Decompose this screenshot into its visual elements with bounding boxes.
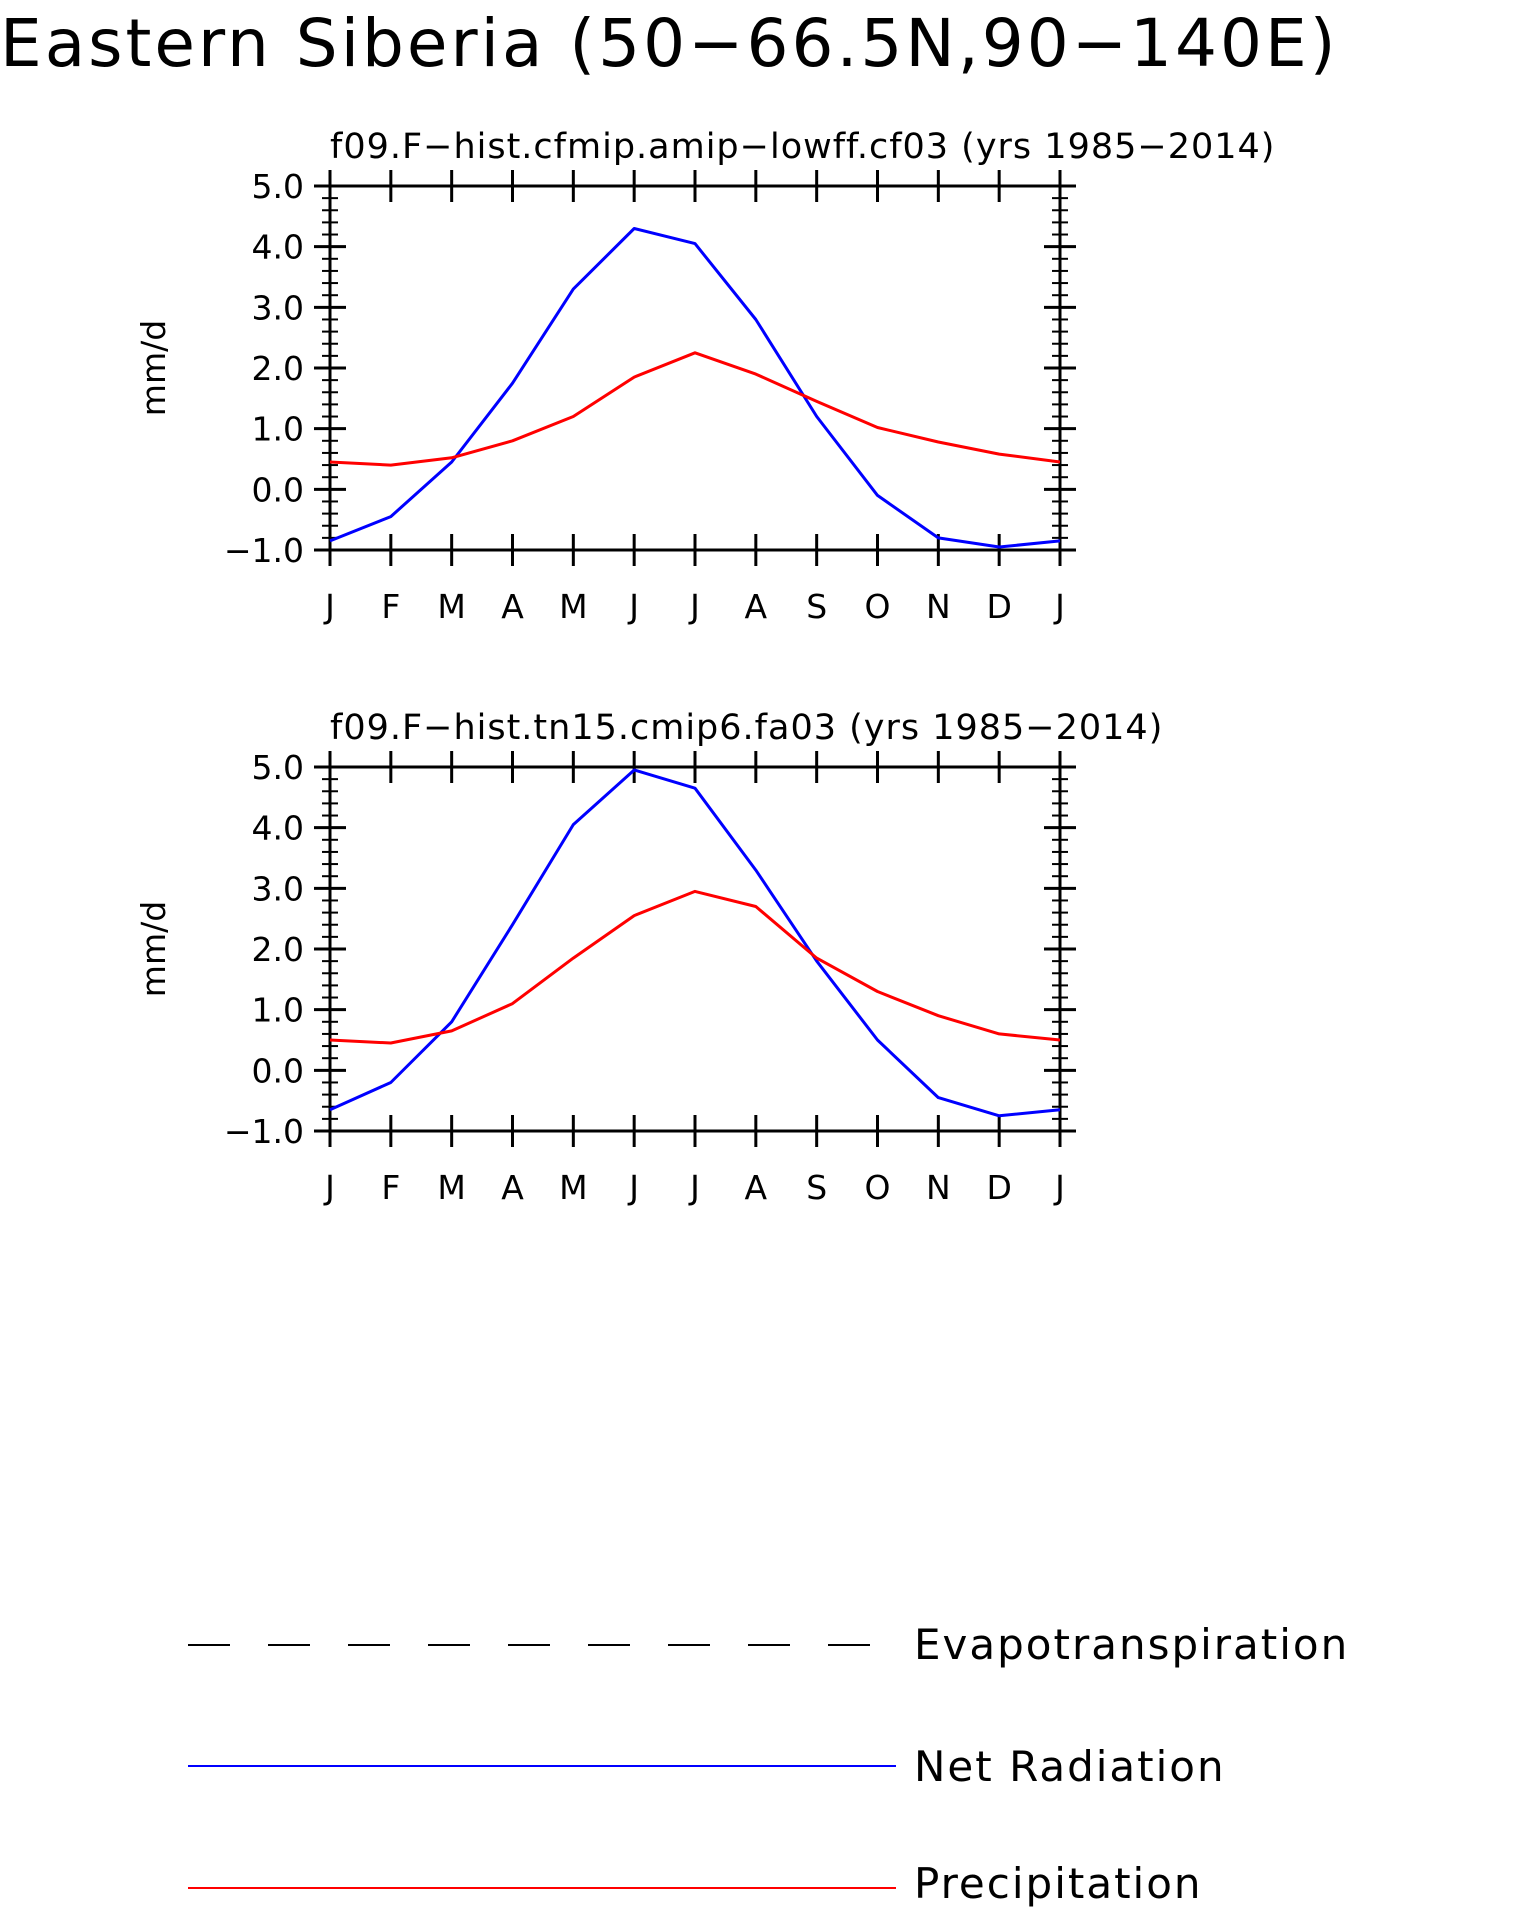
x-tick-label: S bbox=[806, 1168, 827, 1207]
y-tick-label: 1.0 bbox=[252, 991, 304, 1030]
y-tick-label: 2.0 bbox=[252, 930, 304, 969]
x-tick-label: J bbox=[1053, 1168, 1065, 1207]
x-tick-label: A bbox=[501, 1168, 524, 1207]
x-tick-label: M bbox=[437, 1168, 465, 1207]
series-line-precipitation bbox=[329, 351, 1061, 467]
plot-frame bbox=[328, 765, 1062, 1133]
y-tick-label: 3.0 bbox=[252, 288, 304, 327]
x-tick-label: N bbox=[926, 587, 951, 626]
legend-label-precipitation: Precipitation bbox=[914, 1859, 1203, 1908]
x-tick-label: N bbox=[926, 1168, 951, 1207]
y-tick-label: 4.0 bbox=[252, 809, 304, 848]
y-axis-label: mm/d bbox=[134, 901, 173, 997]
y-tick-label: 0.0 bbox=[252, 1051, 304, 1090]
y-axis-label: mm/d bbox=[134, 320, 173, 416]
x-tick-label: A bbox=[745, 1168, 768, 1207]
main-title: Eastern Siberia (50−66.5N,90−140E) bbox=[0, 5, 1338, 82]
chart-panel-2: f09.F−hist.tn15.cmip6.fa03 (yrs 1985−201… bbox=[134, 708, 1163, 1207]
y-tick-label: −1.0 bbox=[224, 531, 304, 570]
x-tick-label: M bbox=[559, 587, 587, 626]
panel-title: f09.F−hist.cfmip.amip−lowff.cf03 (yrs 19… bbox=[330, 127, 1275, 167]
series-line-net-radiation bbox=[329, 768, 1061, 1118]
x-tick-label: M bbox=[559, 1168, 587, 1207]
y-tick-label: 0.0 bbox=[252, 470, 304, 509]
x-tick-label: J bbox=[688, 587, 700, 626]
series-line-precipitation bbox=[329, 889, 1061, 1045]
x-tick-label: J bbox=[688, 1168, 700, 1207]
x-tick-label: F bbox=[381, 1168, 400, 1207]
legend: Evapotranspiration Net Radiation Precipi… bbox=[188, 1620, 1349, 1908]
x-tick-label: J bbox=[627, 1168, 639, 1207]
y-tick-label: 5.0 bbox=[252, 167, 304, 206]
y-tick-label: −1.0 bbox=[224, 1112, 304, 1151]
x-tick-label: O bbox=[865, 587, 891, 626]
chart-panel-1: f09.F−hist.cfmip.amip−lowff.cf03 (yrs 19… bbox=[134, 127, 1275, 626]
x-tick-label: D bbox=[986, 587, 1011, 626]
legend-label-net-radiation: Net Radiation bbox=[914, 1742, 1226, 1791]
panel-title: f09.F−hist.tn15.cmip6.fa03 (yrs 1985−201… bbox=[330, 708, 1163, 748]
x-tick-label: F bbox=[381, 587, 400, 626]
y-tick-label: 4.0 bbox=[252, 228, 304, 267]
x-tick-label: A bbox=[745, 587, 768, 626]
x-tick-label: J bbox=[627, 587, 639, 626]
x-tick-label: J bbox=[323, 587, 335, 626]
x-tick-label: O bbox=[865, 1168, 891, 1207]
x-tick-label: A bbox=[501, 587, 524, 626]
x-tick-label: J bbox=[1053, 587, 1065, 626]
series-line-net-radiation bbox=[329, 227, 1061, 549]
x-tick-label: J bbox=[323, 1168, 335, 1207]
y-tick-label: 5.0 bbox=[252, 748, 304, 787]
x-tick-label: M bbox=[437, 587, 465, 626]
x-tick-label: S bbox=[806, 587, 827, 626]
x-tick-label: D bbox=[986, 1168, 1011, 1207]
legend-label-evapotranspiration: Evapotranspiration bbox=[914, 1620, 1349, 1669]
y-tick-label: 3.0 bbox=[252, 869, 304, 908]
y-tick-label: 1.0 bbox=[252, 410, 304, 449]
y-tick-label: 2.0 bbox=[252, 349, 304, 388]
plot-frame bbox=[328, 184, 1062, 552]
